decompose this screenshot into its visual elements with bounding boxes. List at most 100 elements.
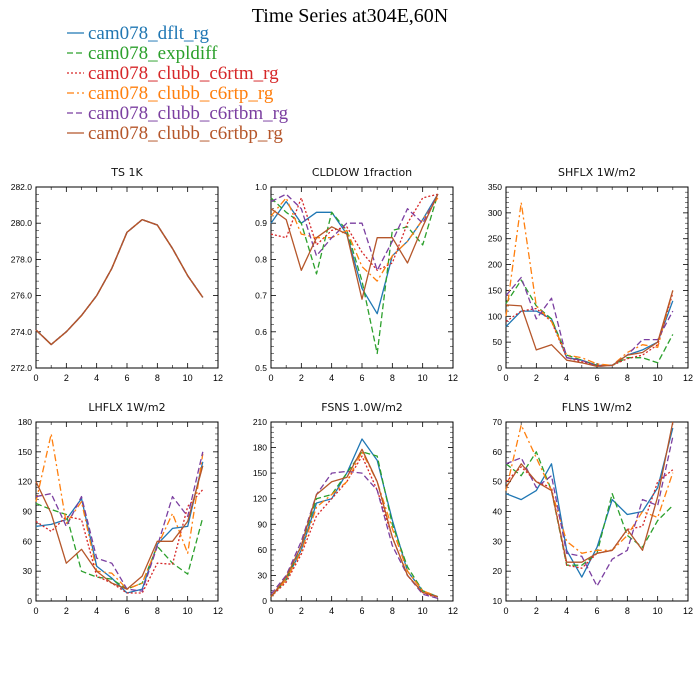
panel-title: SHFLX 1W/m2 [558,166,636,179]
series-line-cam078_clubb_c6rtbp_rg [270,193,439,300]
series-line-cam078_expldiff [270,451,439,598]
y-tick-label: 300 [488,208,502,218]
y-tick-label: 0.8 [255,254,267,264]
legend-label-cam078_clubb_c6rtp_rg: cam078_clubb_c6rtp_rg [88,83,274,104]
y-tick-label: 30 [258,570,268,580]
x-tick-label: 6 [594,606,599,616]
x-tick-label: 8 [390,606,395,616]
x-tick-label: 4 [564,373,569,383]
panel-title: TS 1K [110,166,143,179]
y-tick-label: 0 [262,596,267,606]
panel-1: TS 1K 0 2 4 6 8 10 12 272.0 274.0 276.0 278.0 280.0 2… [11,166,223,383]
y-tick-label: 120 [253,494,267,504]
x-tick-label: 0 [503,606,508,616]
x-tick-label: 4 [94,606,99,616]
x-tick-label: 12 [448,606,458,616]
y-tick-label: 150 [18,447,32,457]
y-tick-label: 250 [488,234,502,244]
y-tick-label: 276.0 [11,291,33,301]
y-tick-label: 0.6 [255,327,267,337]
y-tick-label: 0.5 [255,363,267,373]
series-line-cam078_expldiff [505,451,674,566]
y-tick-label: 60 [23,536,33,546]
y-tick-label: 280.0 [11,218,33,228]
x-tick-label: 2 [64,606,69,616]
x-tick-label: 6 [124,606,129,616]
series-line-cam078_clubb_c6rtp_rg [35,433,204,590]
series-line-cam078_clubb_c6rtbp_rg [505,421,674,563]
y-tick-label: 180 [18,417,32,427]
y-tick-label: 90 [23,507,33,517]
x-tick-label: 10 [418,606,428,616]
legend-label-cam078_clubb_c6rtm_rg: cam078_clubb_c6rtm_rg [88,63,279,84]
x-tick-label: 12 [213,373,223,383]
x-tick-label: 4 [94,373,99,383]
x-tick-label: 2 [534,373,539,383]
series-line-cam078_clubb_c6rtbm_rg [505,436,674,587]
y-tick-label: 50 [493,337,503,347]
x-tick-label: 0 [268,606,273,616]
series-line-cam078_clubb_c6rtbp_rg [505,290,674,368]
y-tick-label: 30 [493,536,503,546]
legend-label-cam078_clubb_c6rtbm_rg: cam078_clubb_c6rtbm_rg [88,103,289,124]
y-tick-label: 210 [253,417,267,427]
y-tick-label: 150 [253,468,267,478]
series-line-cam078_clubb_c6rtm_rg [505,292,674,367]
x-tick-label: 12 [683,606,693,616]
x-tick-label: 6 [359,373,364,383]
y-tick-label: 0.9 [255,218,267,228]
y-tick-label: 350 [488,182,502,192]
legend: cam078_dflt_rgcam078_expldiffcam078_club… [67,23,289,144]
x-tick-label: 10 [183,373,193,383]
x-tick-label: 10 [653,606,663,616]
x-tick-label: 2 [299,606,304,616]
x-tick-label: 12 [683,373,693,383]
y-tick-label: 0 [27,596,32,606]
y-tick-label: 278.0 [11,254,33,264]
plot-frame [505,421,689,602]
y-tick-label: 1.0 [255,182,267,192]
y-tick-label: 282.0 [11,182,33,192]
x-tick-label: 12 [448,373,458,383]
x-tick-label: 6 [359,606,364,616]
series-line-cam078_clubb_c6rtp_rg [35,218,204,346]
y-tick-label: 20 [493,566,503,576]
x-tick-label: 0 [33,606,38,616]
y-tick-label: 0.7 [255,291,267,301]
y-tick-label: 150 [488,285,502,295]
x-tick-label: 4 [564,606,569,616]
x-tick-label: 0 [268,373,273,383]
plot-frame [35,186,219,369]
series-line-cam078_clubb_c6rtbm_rg [270,470,438,600]
panel-title: FLNS 1W/m2 [562,401,632,414]
x-tick-label: 4 [329,606,334,616]
y-tick-label: 90 [258,519,268,529]
x-tick-label: 4 [329,373,334,383]
x-tick-label: 8 [155,606,160,616]
legend-label-cam078_dflt_rg: cam078_dflt_rg [88,23,210,44]
x-tick-label: 2 [64,373,69,383]
x-tick-label: 12 [213,606,223,616]
x-tick-label: 2 [299,373,304,383]
series-line-cam078_dflt_rg [35,218,204,346]
series-line-cam078_clubb_c6rtbm_rg [505,276,674,368]
figure-title: Time Series at304E,60N [252,5,448,27]
series-line-cam078_clubb_c6rtbp_rg [35,465,204,590]
series-line-cam078_dflt_rg [505,427,674,578]
y-tick-label: 272.0 [11,363,33,373]
y-tick-label: 0 [497,363,502,373]
x-tick-label: 6 [124,373,129,383]
series-line-cam078_expldiff [35,218,204,346]
y-tick-label: 70 [493,417,503,427]
series-line-cam078_clubb_c6rtbp_rg [270,448,438,598]
x-tick-label: 8 [625,373,630,383]
series-line-cam078_clubb_c6rtm_rg [35,489,204,594]
y-tick-label: 50 [493,477,503,487]
series-line-cam078_dflt_rg [35,461,204,594]
x-tick-label: 10 [183,606,193,616]
panel-2: CLDLOW 1fraction 0 2 4 6 8 10 12 0.5 0.6 0.7 0.8 0.9… [255,166,458,383]
x-tick-label: 0 [33,373,38,383]
series-line-cam078_clubb_c6rtbp_rg [35,218,204,346]
